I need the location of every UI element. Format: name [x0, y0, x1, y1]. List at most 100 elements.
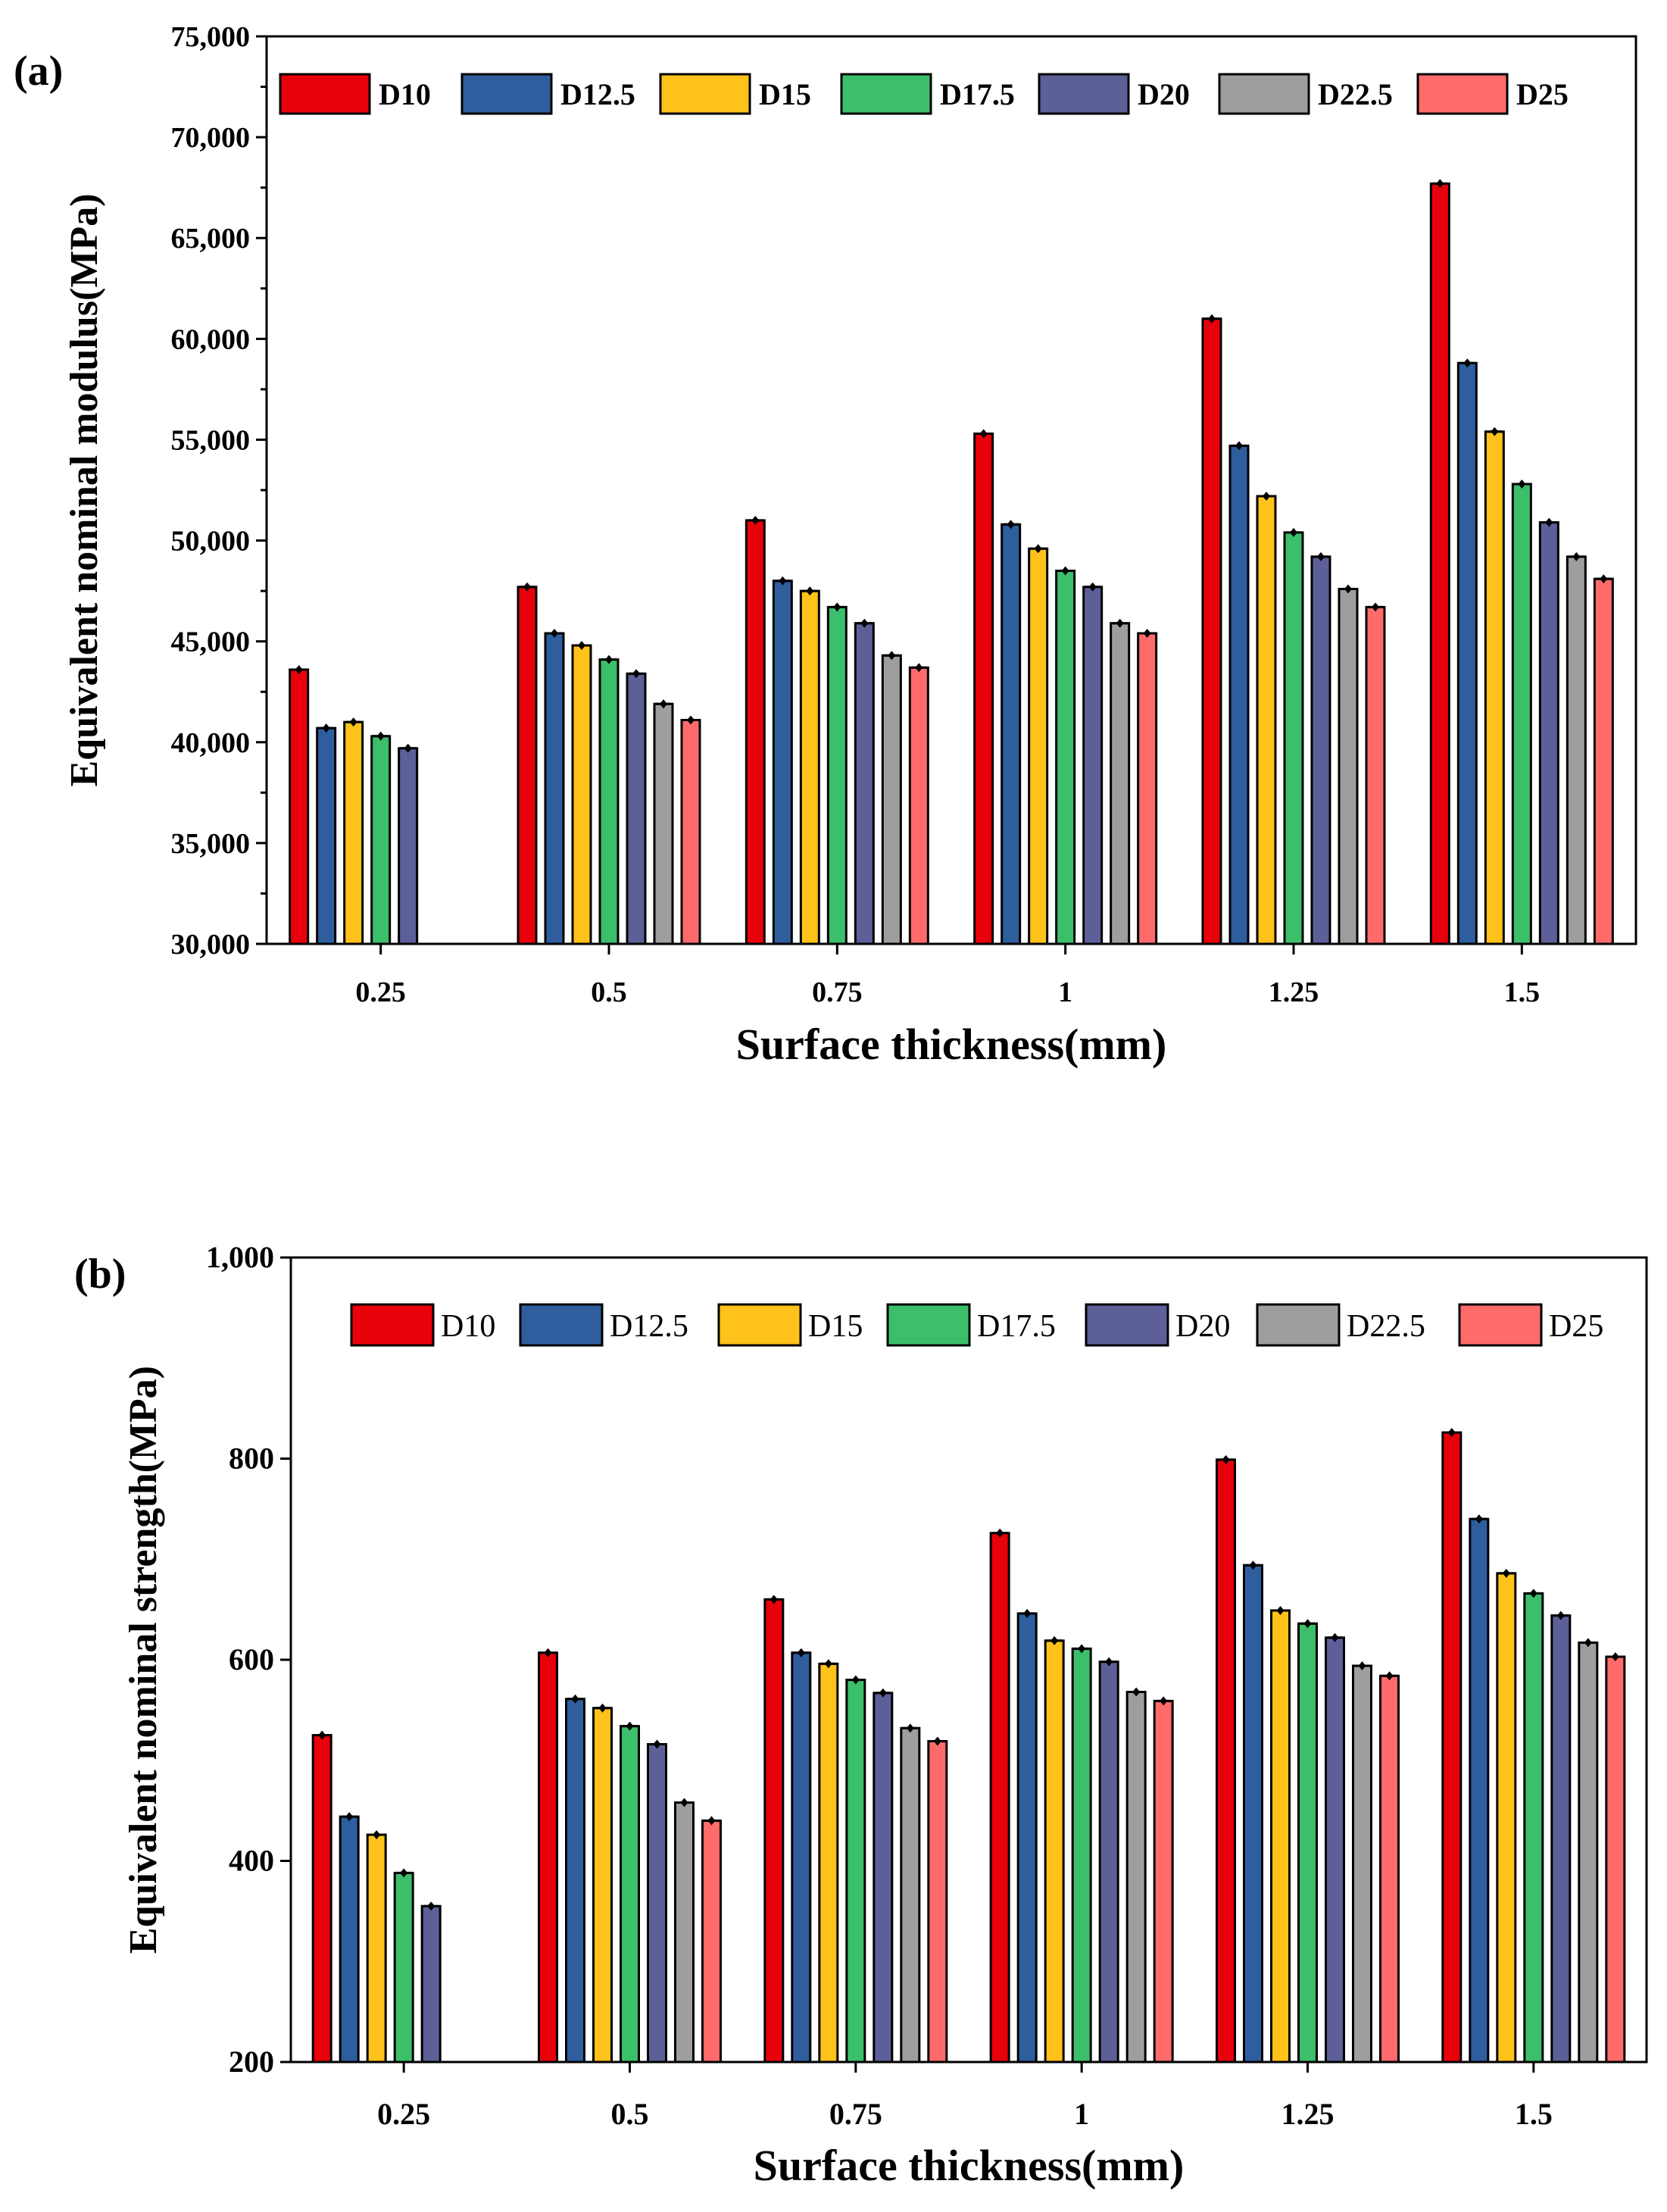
- legend-item-d25: D25: [1416, 73, 1569, 115]
- bar-marker: [1290, 527, 1297, 537]
- bar-marker: [373, 1829, 381, 1839]
- bar-d15-0-5: [592, 1707, 613, 2064]
- bar-marker: [1222, 1454, 1230, 1464]
- y-tick-label: 35,000: [171, 828, 251, 860]
- legend-label: D12.5: [560, 77, 635, 111]
- legend-label: D17.5: [977, 1309, 1056, 1344]
- bar-marker: [295, 664, 303, 674]
- bar-d17-5-0-5: [620, 1725, 640, 2064]
- bar-marker: [571, 1694, 579, 1704]
- x-tick-label: 1: [1058, 976, 1072, 1008]
- bar-marker: [349, 717, 357, 727]
- bar-d10-0-75: [763, 1598, 785, 2064]
- bar-d10-0-75: [745, 519, 766, 945]
- legend-swatch: [460, 73, 553, 115]
- y-tick-label: 200: [229, 2045, 274, 2079]
- bar-marker: [751, 515, 760, 525]
- bar-d25-1-5: [1593, 577, 1614, 945]
- legend-item-d12-5: D12.5: [460, 73, 635, 115]
- bar-d12-5-1-5: [1456, 361, 1478, 945]
- bar-marker: [1249, 1561, 1257, 1570]
- legend-item-d17-5: D17.5: [840, 73, 1015, 115]
- bar-marker: [551, 629, 558, 639]
- legend-item-d20: D20: [1038, 73, 1190, 115]
- x-tick-label: 1: [1074, 2097, 1089, 2131]
- bar-d17-5-0-25: [370, 735, 392, 945]
- bar-d15-1-25: [1256, 495, 1277, 945]
- legend-label: D10: [441, 1309, 495, 1344]
- bar-d10-1-5: [1441, 1431, 1463, 2064]
- bar-d25-1-5: [1605, 1655, 1626, 2064]
- bar-d12-5-0-5: [544, 632, 565, 945]
- bar-d17-5-0-5: [598, 658, 620, 945]
- bar-marker: [1088, 582, 1097, 592]
- bar-marker: [1385, 1671, 1394, 1681]
- bar-marker: [1116, 618, 1124, 628]
- y-tick-label: 55,000: [171, 424, 251, 456]
- bar-marker: [345, 1812, 354, 1822]
- bar-marker: [687, 715, 695, 725]
- bar-marker: [707, 1816, 716, 1826]
- bar-d10-1-25: [1216, 1458, 1236, 2064]
- bar-marker: [1600, 574, 1608, 584]
- x-tick-label: 0.25: [377, 2097, 430, 2131]
- x-axis-label: Surface thickness(mm): [736, 1020, 1167, 1069]
- x-tick-label: 1.25: [1281, 2097, 1335, 2131]
- legend-label: D15: [808, 1309, 863, 1344]
- legend-label: D20: [1138, 77, 1190, 111]
- bar-d25-0-75: [927, 1740, 948, 2064]
- bar-marker: [779, 576, 787, 586]
- bar-marker: [1372, 602, 1379, 612]
- bar-marker: [1344, 584, 1352, 594]
- legend-item-d17-5: D17.5: [886, 1303, 1056, 1347]
- bar-marker: [1436, 179, 1444, 189]
- bar-d25-0-5: [701, 1819, 722, 2064]
- bar-d22-5-0-75: [881, 654, 902, 945]
- bar-d20-0-75: [873, 1692, 894, 2064]
- bar-d22-5-0-5: [653, 702, 674, 945]
- y-axis-label: Equivalent nominal strength(MPa): [122, 1366, 165, 1954]
- bar-d22-5-1-25: [1352, 1664, 1372, 2064]
- chart-panel-a: (a) 30,000 35,000 40,000 45,000 50,000 55,000 6…: [14, 21, 1637, 1069]
- bar-marker: [1475, 1514, 1483, 1524]
- panel-label: (a): [14, 48, 63, 95]
- bar-d12-5-0-75: [772, 580, 793, 945]
- legend-label: D25: [1516, 77, 1569, 111]
- bar-d20-0-5: [626, 672, 647, 945]
- x-tick-label: 1.5: [1504, 976, 1541, 1008]
- bar-marker: [1502, 1568, 1510, 1578]
- bar-d25-0-75: [908, 666, 929, 945]
- bar-marker: [1556, 1611, 1565, 1620]
- legend-item-d15: D15: [659, 73, 811, 115]
- bar-d20-1-25: [1325, 1636, 1345, 2064]
- bar-d22-5-1-5: [1578, 1641, 1599, 2064]
- bar-marker: [879, 1688, 887, 1698]
- bar-marker: [1208, 314, 1216, 323]
- legend-swatch: [886, 1303, 971, 1347]
- bar-d15-1-5: [1496, 1572, 1517, 2064]
- legend-label: D22.5: [1318, 77, 1393, 111]
- legend-swatch: [717, 1303, 802, 1347]
- bar-marker: [680, 1798, 688, 1807]
- legend-item-d22-5: D22.5: [1256, 1303, 1425, 1347]
- bar-marker: [824, 1659, 832, 1669]
- legend-label: D12.5: [610, 1309, 688, 1344]
- x-tick-label: 1.25: [1269, 976, 1319, 1008]
- y-tick-label: 600: [229, 1642, 274, 1676]
- bar-marker: [1447, 1427, 1456, 1437]
- bar-d15-0-75: [818, 1662, 839, 2064]
- bar-d15-1-25: [1270, 1609, 1291, 2064]
- bar-d10-1-5: [1429, 182, 1450, 945]
- legend-item-d25: D25: [1458, 1303, 1603, 1347]
- y-tick-label: 60,000: [171, 323, 251, 355]
- y-tick-label: 400: [229, 1844, 274, 1878]
- legend-label: D20: [1175, 1309, 1230, 1344]
- chart-panel-b: (b) 200 400 600 800 1,000 Equivalent nominal s…: [74, 1240, 1648, 2190]
- bar-marker: [1160, 1696, 1168, 1706]
- bar-d25-1: [1137, 632, 1158, 945]
- y-tick-label: 30,000: [171, 929, 251, 961]
- bar-marker: [996, 1528, 1004, 1538]
- bar-d17-5-1: [1055, 569, 1076, 945]
- bar-d17-5-0-75: [826, 605, 848, 945]
